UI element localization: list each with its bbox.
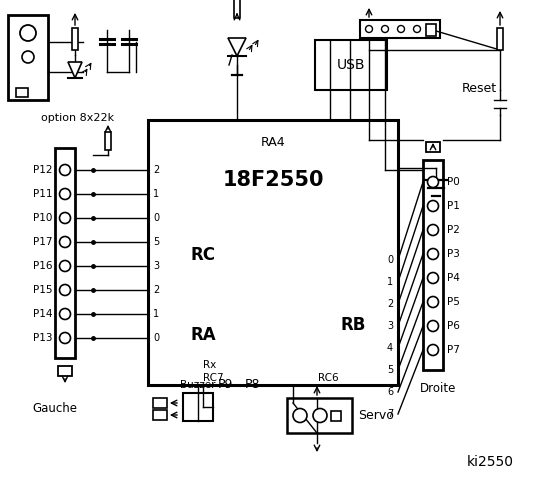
Circle shape <box>60 189 70 200</box>
Circle shape <box>414 25 420 33</box>
Text: 7: 7 <box>387 409 393 419</box>
Circle shape <box>60 237 70 248</box>
Text: 5: 5 <box>387 365 393 375</box>
Text: 6: 6 <box>387 387 393 397</box>
Text: 0: 0 <box>387 255 393 265</box>
Text: 1: 1 <box>387 277 393 287</box>
Text: P6: P6 <box>447 321 460 331</box>
Circle shape <box>427 321 439 332</box>
Bar <box>153 410 167 420</box>
Bar <box>360 20 440 38</box>
Circle shape <box>398 25 404 33</box>
Text: P4: P4 <box>447 273 460 283</box>
Text: 5: 5 <box>153 237 159 247</box>
Circle shape <box>60 285 70 296</box>
Circle shape <box>60 309 70 320</box>
Text: Droite: Droite <box>420 382 456 395</box>
Circle shape <box>60 261 70 272</box>
Bar <box>287 398 352 433</box>
Text: RC7: RC7 <box>203 373 223 383</box>
Text: 1: 1 <box>153 189 159 199</box>
Bar <box>58 366 72 376</box>
Bar <box>426 24 436 36</box>
Text: P7: P7 <box>447 345 460 355</box>
Text: RA4: RA4 <box>260 135 285 148</box>
Circle shape <box>313 408 327 422</box>
Text: P5: P5 <box>447 297 460 307</box>
Text: P14: P14 <box>33 309 52 319</box>
Circle shape <box>427 345 439 356</box>
Text: P1: P1 <box>447 201 460 211</box>
Circle shape <box>427 297 439 308</box>
Bar <box>16 88 28 97</box>
Text: 0: 0 <box>153 213 159 223</box>
Text: Buzzer: Buzzer <box>180 380 216 390</box>
Text: Rx: Rx <box>203 360 216 370</box>
Text: RB: RB <box>340 316 366 334</box>
Bar <box>72 28 78 50</box>
Bar <box>183 393 213 421</box>
Text: P3: P3 <box>447 249 460 259</box>
Text: ki2550: ki2550 <box>467 455 514 469</box>
Text: 1: 1 <box>153 309 159 319</box>
Text: Gauche: Gauche <box>33 401 77 415</box>
Circle shape <box>293 408 307 422</box>
Text: 18F2550: 18F2550 <box>222 170 324 190</box>
Text: RC6: RC6 <box>318 373 338 383</box>
Bar <box>426 142 440 152</box>
Text: 4: 4 <box>387 343 393 353</box>
Text: P10: P10 <box>33 213 52 223</box>
Text: P2: P2 <box>447 225 460 235</box>
Circle shape <box>427 177 439 188</box>
Text: USB: USB <box>337 58 365 72</box>
Circle shape <box>60 333 70 344</box>
Circle shape <box>427 201 439 212</box>
Text: P11: P11 <box>33 189 52 199</box>
Circle shape <box>427 225 439 236</box>
Text: 2: 2 <box>387 299 393 309</box>
Text: option 8x22k: option 8x22k <box>41 113 114 123</box>
Polygon shape <box>68 62 82 78</box>
Circle shape <box>20 25 36 41</box>
Text: P13: P13 <box>33 333 52 343</box>
Bar <box>8 15 48 100</box>
Bar <box>331 410 341 420</box>
Text: Reset: Reset <box>462 82 497 95</box>
Bar <box>105 132 111 150</box>
Text: P12: P12 <box>33 165 52 175</box>
Circle shape <box>427 249 439 260</box>
Text: 2: 2 <box>153 285 159 295</box>
Bar <box>55 148 75 358</box>
Bar <box>148 120 398 385</box>
Circle shape <box>60 165 70 176</box>
Text: 2: 2 <box>153 165 159 175</box>
Bar <box>497 28 503 50</box>
Bar <box>153 398 167 408</box>
Text: P17: P17 <box>33 237 52 247</box>
Text: P8: P8 <box>245 379 261 392</box>
Text: RA: RA <box>190 326 216 344</box>
Circle shape <box>60 213 70 224</box>
Text: 3: 3 <box>387 321 393 331</box>
Bar <box>315 40 387 90</box>
Text: P15: P15 <box>33 285 52 295</box>
Text: 3: 3 <box>153 261 159 271</box>
Text: P9: P9 <box>217 379 233 392</box>
Circle shape <box>427 273 439 284</box>
Text: P0: P0 <box>447 177 460 187</box>
Circle shape <box>22 51 34 63</box>
Circle shape <box>382 25 389 33</box>
Bar <box>234 0 240 18</box>
Circle shape <box>366 25 373 33</box>
Bar <box>423 160 443 370</box>
Text: P16: P16 <box>33 261 52 271</box>
Text: 0: 0 <box>153 333 159 343</box>
Polygon shape <box>228 38 246 56</box>
Text: Servo: Servo <box>358 409 394 422</box>
Text: RC: RC <box>190 246 215 264</box>
